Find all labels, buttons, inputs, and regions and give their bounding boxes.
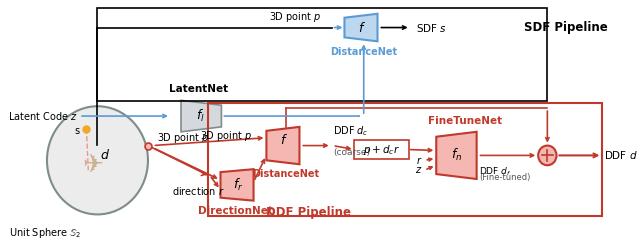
Text: SDF $s$: SDF $s$ bbox=[416, 22, 447, 34]
FancyBboxPatch shape bbox=[354, 140, 409, 159]
Polygon shape bbox=[436, 132, 477, 179]
Text: $f_l$: $f_l$ bbox=[196, 108, 205, 124]
Ellipse shape bbox=[47, 106, 148, 214]
Text: LatentNet: LatentNet bbox=[169, 84, 228, 95]
Text: SDF Pipeline: SDF Pipeline bbox=[524, 21, 608, 34]
Text: DistanceNet: DistanceNet bbox=[252, 169, 319, 179]
Polygon shape bbox=[181, 100, 221, 132]
Text: direction $r$: direction $r$ bbox=[172, 185, 225, 197]
Text: 3D point $p$: 3D point $p$ bbox=[269, 10, 321, 24]
Text: $r$: $r$ bbox=[416, 155, 422, 166]
Text: $z$: $z$ bbox=[415, 165, 422, 175]
Text: (coarse): (coarse) bbox=[333, 148, 371, 156]
Text: 3D point $p$: 3D point $p$ bbox=[200, 129, 252, 143]
Polygon shape bbox=[266, 127, 300, 164]
Text: $d$: $d$ bbox=[100, 148, 110, 162]
Polygon shape bbox=[344, 14, 378, 41]
Text: Latent Code $z$: Latent Code $z$ bbox=[8, 110, 77, 122]
Text: Unit Sphere $\mathbb{S}_2$: Unit Sphere $\mathbb{S}_2$ bbox=[9, 226, 81, 240]
Text: DistanceNet: DistanceNet bbox=[330, 47, 397, 57]
Text: s: s bbox=[74, 126, 79, 136]
Text: (Fine-tuned): (Fine-tuned) bbox=[479, 173, 531, 182]
Text: DDF $d_f$: DDF $d_f$ bbox=[479, 165, 512, 178]
Text: ✈: ✈ bbox=[83, 153, 104, 177]
Text: $f_n$: $f_n$ bbox=[451, 147, 462, 164]
Text: DDF Pipeline: DDF Pipeline bbox=[266, 206, 351, 219]
Text: $f_r$: $f_r$ bbox=[233, 177, 243, 193]
Circle shape bbox=[538, 146, 557, 165]
Text: DirectionNet: DirectionNet bbox=[198, 206, 273, 216]
Text: $f$: $f$ bbox=[358, 21, 366, 35]
Polygon shape bbox=[221, 169, 253, 201]
Text: FineTuneNet: FineTuneNet bbox=[428, 116, 502, 126]
Text: DDF $d_c$: DDF $d_c$ bbox=[333, 124, 369, 138]
Text: $f$: $f$ bbox=[280, 133, 288, 147]
Text: DDF $d$: DDF $d$ bbox=[604, 149, 638, 161]
Text: 3D point $p$: 3D point $p$ bbox=[157, 131, 209, 145]
Text: $p+d_c r$: $p+d_c r$ bbox=[363, 142, 400, 156]
